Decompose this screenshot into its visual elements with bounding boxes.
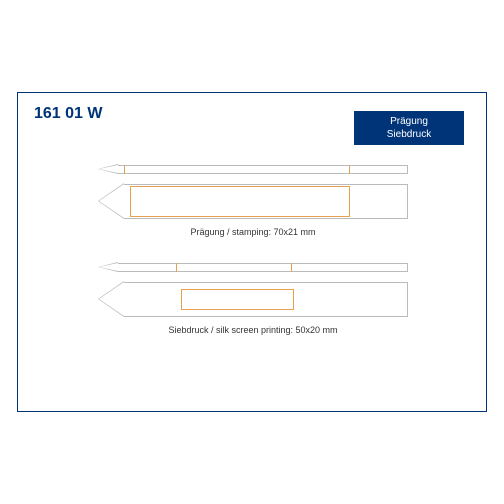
caption-silkscreen: Siebdruck / silk screen printing: 50x20 … — [98, 325, 408, 335]
group1-thin — [98, 163, 408, 175]
group2: Siebdruck / silk screen printing: 50x20 … — [98, 261, 408, 335]
print-area-silkscreen — [181, 289, 294, 310]
product-code: 161 01 W — [34, 105, 102, 123]
caption-stamping: Prägung / stamping: 70x21 mm — [98, 227, 408, 237]
mark-line-right — [349, 165, 350, 174]
fat-tip-icon — [98, 281, 124, 317]
diagram-area: Prägung / stamping: 70x21 mm — [98, 163, 408, 359]
pencil-tip-icon — [98, 164, 118, 174]
diagram-frame: 161 01 W Prägung Siebdruck Prägung / sta — [17, 92, 487, 412]
print-area-stamping — [130, 186, 351, 217]
group1-fat — [98, 183, 408, 219]
group2-fat — [98, 281, 408, 317]
mark-line-left — [124, 165, 125, 174]
mark-line-right — [291, 263, 292, 272]
methods-badge: Prägung Siebdruck — [354, 111, 464, 145]
fat-body — [124, 282, 408, 317]
pencil-tip-icon — [98, 262, 118, 272]
pencil-body — [118, 165, 408, 174]
badge-line2: Siebdruck — [387, 128, 431, 141]
mark-line-left — [176, 263, 177, 272]
pencil-fat — [98, 281, 408, 317]
badge-line1: Prägung — [390, 115, 428, 128]
pencil-thin — [98, 163, 408, 175]
pencil-fat — [98, 183, 408, 219]
fat-body — [124, 184, 408, 219]
fat-tip-icon — [98, 183, 124, 219]
pencil-thin — [98, 261, 408, 273]
pencil-body — [118, 263, 408, 272]
group2-thin — [98, 261, 408, 273]
